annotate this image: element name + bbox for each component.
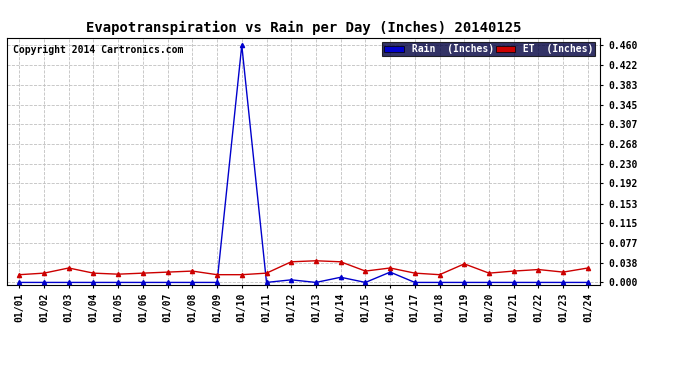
Legend:  Rain  (Inches),  ET  (Inches): Rain (Inches), ET (Inches): [382, 42, 595, 56]
Text: Copyright 2014 Cartronics.com: Copyright 2014 Cartronics.com: [13, 45, 184, 55]
Title: Evapotranspiration vs Rain per Day (Inches) 20140125: Evapotranspiration vs Rain per Day (Inch…: [86, 21, 522, 35]
